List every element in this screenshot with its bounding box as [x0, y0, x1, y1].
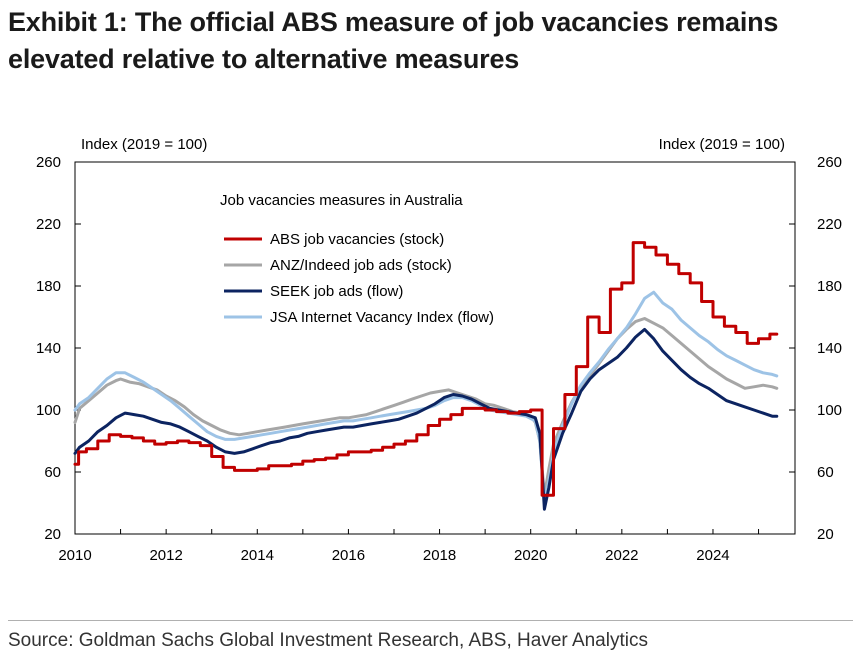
- legend-items: ABS job vacancies (stock) ANZ/Indeed job …: [224, 231, 494, 326]
- y-tick-left-label: 20: [44, 526, 61, 543]
- series-lines: [73, 241, 779, 511]
- y-axis-left: 20 60 100 140 180 220 260: [36, 154, 81, 543]
- series-line-1: [73, 317, 779, 497]
- legend-title: Job vacancies measures in Australia: [220, 192, 463, 209]
- series-line-0: [73, 241, 779, 497]
- x-tick-label: 2020: [514, 547, 547, 564]
- y-tick-right-label: 20: [817, 526, 834, 543]
- legend-label: SEEK job ads (flow): [270, 283, 403, 300]
- y-tick-left-label: 180: [36, 278, 61, 295]
- y-tick-right-label: 220: [817, 216, 842, 233]
- y-tick-left-label: 100: [36, 402, 61, 419]
- y-tick-left-label: 220: [36, 216, 61, 233]
- x-tick-label: 2012: [149, 547, 182, 564]
- x-tick-label: 2014: [241, 547, 274, 564]
- source-note: Source: Goldman Sachs Global Investment …: [8, 630, 648, 651]
- y-tick-right-label: 140: [817, 340, 842, 357]
- y-tick-right-label: 100: [817, 402, 842, 419]
- source-divider: [8, 620, 853, 621]
- y-tick-right-label: 260: [817, 154, 842, 171]
- y-axis-right: 20 60 100 140 180 220 260: [789, 154, 842, 543]
- line-chart: Index (2019 = 100) Index (2019 = 100) 20…: [36, 136, 842, 564]
- legend-label: ANZ/Indeed job ads (stock): [270, 257, 452, 274]
- y-tick-right-label: 60: [817, 464, 834, 481]
- series-line-2: [73, 327, 779, 511]
- y-tick-left-label: 140: [36, 340, 61, 357]
- y-tick-left-label: 260: [36, 154, 61, 171]
- y-axis-left-unit: Index (2019 = 100): [81, 136, 207, 153]
- x-axis: 2010 2012 2014 2016 2018 2020 2022 2024: [58, 529, 760, 564]
- x-tick-label: 2016: [332, 547, 365, 564]
- x-tick-label: 2022: [605, 547, 638, 564]
- legend: Job vacancies measures in Australia ABS …: [220, 192, 494, 326]
- y-tick-right-label: 180: [817, 278, 842, 295]
- y-tick-left-label: 60: [44, 464, 61, 481]
- x-tick-label: 2010: [58, 547, 91, 564]
- chart-title: Exhibit 1: The official ABS measure of j…: [8, 4, 853, 78]
- x-tick-label: 2018: [423, 547, 456, 564]
- chart-title-line-2: elevated relative to alternative measure…: [8, 44, 520, 74]
- x-tick-label: 2024: [696, 547, 729, 564]
- legend-label: JSA Internet Vacancy Index (flow): [270, 309, 494, 326]
- chart-title-line-1: Exhibit 1: The official ABS measure of j…: [8, 7, 779, 37]
- y-axis-right-unit: Index (2019 = 100): [659, 136, 785, 153]
- legend-label: ABS job vacancies (stock): [270, 231, 444, 248]
